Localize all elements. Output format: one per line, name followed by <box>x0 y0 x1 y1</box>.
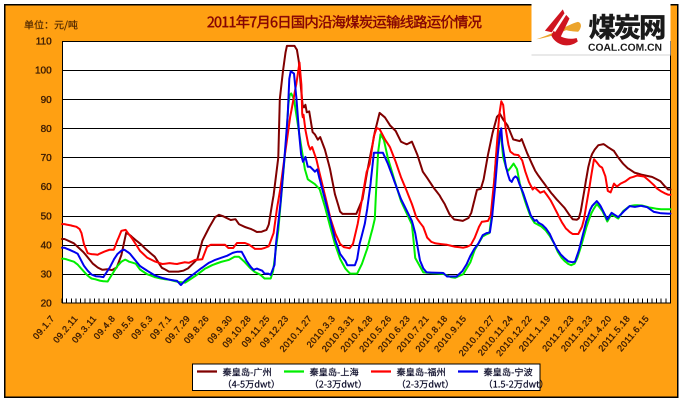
svg-text:70: 70 <box>41 153 53 164</box>
svg-text:90: 90 <box>41 95 53 106</box>
svg-text:60: 60 <box>41 182 53 193</box>
svg-text:30: 30 <box>41 270 53 281</box>
svg-text:100: 100 <box>35 66 52 77</box>
svg-text:80: 80 <box>41 124 53 135</box>
svg-text:20: 20 <box>41 299 53 310</box>
svg-text:110: 110 <box>36 37 52 48</box>
svg-text:40: 40 <box>41 240 53 251</box>
svg-text:50: 50 <box>41 211 53 222</box>
